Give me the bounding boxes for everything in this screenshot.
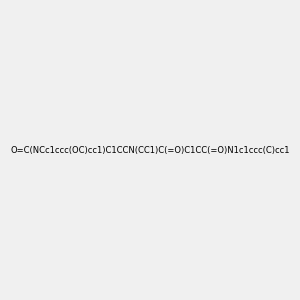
Text: O=C(NCc1ccc(OC)cc1)C1CCN(CC1)C(=O)C1CC(=O)N1c1ccc(C)cc1: O=C(NCc1ccc(OC)cc1)C1CCN(CC1)C(=O)C1CC(=… xyxy=(10,146,290,154)
